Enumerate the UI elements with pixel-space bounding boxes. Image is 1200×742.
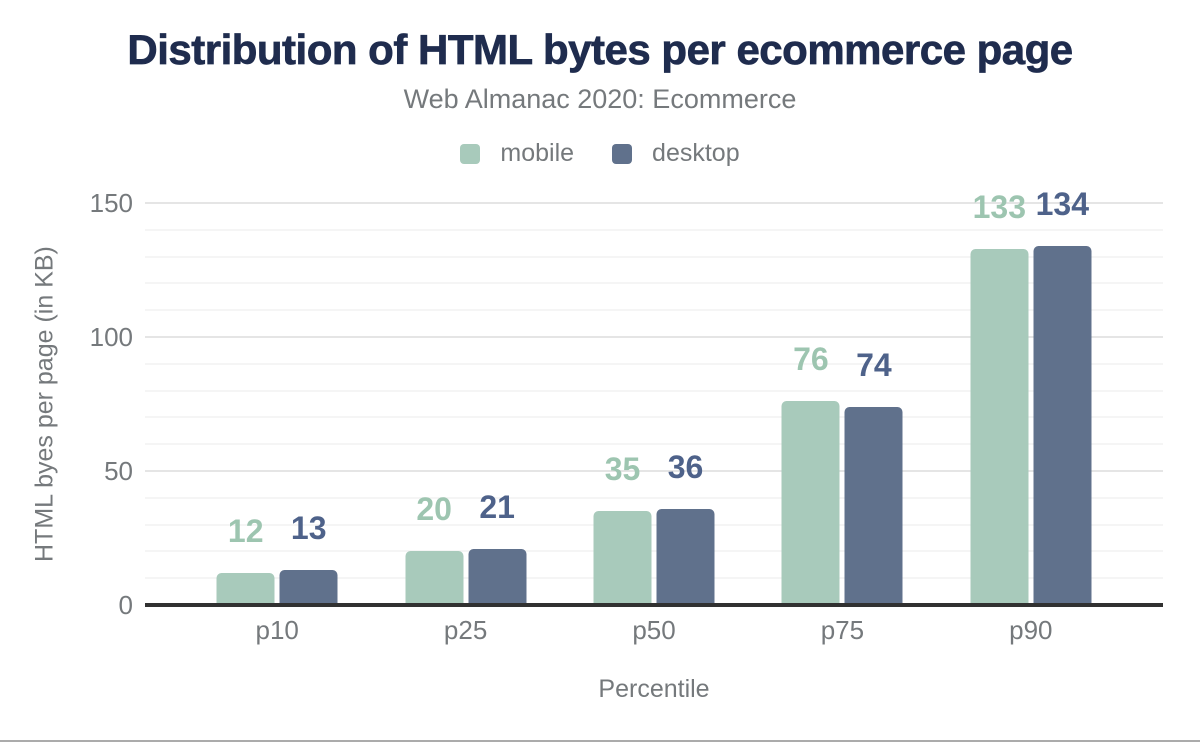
bar-pair-p10: 12 13 (216, 512, 338, 605)
x-tick-p25: p25 (443, 615, 488, 645)
gridline-100 (145, 336, 1163, 338)
gridline-50 (145, 470, 1163, 472)
bar-wrap-desktop-p10: 13 (279, 512, 338, 605)
gridline-30 (145, 523, 1163, 526)
bar-value-desktop-p10: 13 (290, 510, 327, 546)
bar-group-p75: 76 74 p75 (748, 203, 936, 645)
plot-area: HTML byes per page (in KB) Percentile 12… (31, 188, 1163, 703)
legend-label-mobile: mobile (500, 139, 575, 167)
bar-pair-p25: 20 21 (405, 491, 527, 605)
legend: mobile desktop (0, 139, 1200, 168)
bar-value-mobile-p25: 20 (416, 491, 452, 527)
bar-pair-p75: 76 74 (781, 343, 903, 605)
y-tick-150: 150 (89, 188, 133, 218)
bar-mobile-p10 (216, 573, 275, 605)
x-axis-line (145, 603, 1163, 607)
bar-wrap-mobile-p75: 76 (781, 343, 840, 605)
bar-wrap-desktop-p50: 36 (656, 451, 715, 605)
gridline-80 (145, 389, 1163, 392)
bar-group-p90: 133 134 p90 (937, 188, 1125, 645)
bar-mobile-p90 (970, 249, 1029, 605)
chart-title: Distribution of HTML bytes per ecommerce… (127, 26, 1073, 74)
bar-value-mobile-p90: 133 (972, 189, 1027, 225)
bar-value-desktop-p90: 134 (1035, 186, 1090, 222)
gridline-60 (145, 443, 1163, 446)
bar-wrap-mobile-p50: 35 (593, 453, 652, 605)
legend-item-mobile: mobile (460, 139, 574, 168)
bar-wrap-desktop-p90: 134 (1033, 188, 1092, 605)
gridline-40 (145, 496, 1163, 499)
bar-mobile-p75 (781, 401, 840, 605)
bar-desktop-p90 (1033, 246, 1092, 605)
bar-desktop-p50 (656, 509, 715, 605)
bar-group-p25: 20 21 p25 (371, 203, 559, 645)
bar-value-desktop-p25: 21 (479, 489, 515, 525)
x-tick-p90: p90 (1009, 615, 1053, 645)
bar-mobile-p50 (593, 511, 652, 605)
bar-value-mobile-p75: 76 (793, 341, 829, 377)
legend-swatch-desktop (612, 143, 633, 164)
x-tick-p50: p50 (632, 615, 676, 645)
gridline-110 (145, 309, 1163, 312)
y-tick-50: 50 (104, 456, 133, 486)
gridline-130 (145, 255, 1163, 258)
gridline-150 (145, 202, 1163, 204)
bar-mobile-p25 (405, 551, 464, 605)
y-tick-100: 100 (89, 322, 133, 352)
bottom-divider (0, 740, 1200, 742)
bar-value-mobile-p10: 12 (227, 513, 264, 549)
chart-subtitle: Web Almanac 2020: Ecommerce (403, 84, 797, 114)
y-tick-0: 0 (118, 590, 133, 620)
bar-groups: 12 13 p10 20 21 p25 35 36 p50 76 74 p75 133 134 p90 (145, 188, 1163, 645)
x-tick-p10: p10 (255, 615, 299, 645)
bar-desktop-p25 (468, 549, 527, 605)
x-axis-title: Percentile (598, 675, 710, 703)
bar-wrap-mobile-p10: 12 (216, 515, 275, 605)
bar-desktop-p10 (279, 570, 338, 605)
y-axis-title: HTML byes per page (in KB) (30, 246, 59, 562)
bar-wrap-mobile-p90: 133 (970, 191, 1029, 605)
bar-value-desktop-p50: 36 (667, 449, 704, 485)
legend-label-desktop: desktop (652, 139, 740, 167)
legend-item-desktop: desktop (612, 139, 740, 168)
bar-wrap-desktop-p25: 21 (468, 491, 527, 605)
bar-wrap-mobile-p25: 20 (405, 493, 464, 605)
bar-group-p10: 12 13 p10 (183, 203, 371, 645)
bar-value-mobile-p50: 35 (604, 451, 641, 487)
bar-value-desktop-p75: 74 (856, 347, 892, 383)
x-tick-p75: p75 (820, 615, 865, 645)
bar-group-p50: 35 36 p50 (560, 203, 748, 645)
gridline-90 (145, 362, 1163, 365)
legend-swatch-mobile (460, 143, 481, 164)
bar-desktop-p75 (844, 407, 903, 605)
bar-pair-p90: 133 134 (970, 188, 1092, 605)
gridline-120 (145, 282, 1163, 285)
gridline-140 (145, 228, 1163, 231)
gridline-20 (145, 550, 1163, 553)
gridline-10 (145, 577, 1163, 580)
bar-pair-p50: 35 36 (593, 451, 715, 605)
gridline-70 (145, 416, 1163, 419)
bar-wrap-desktop-p75: 74 (844, 349, 903, 605)
